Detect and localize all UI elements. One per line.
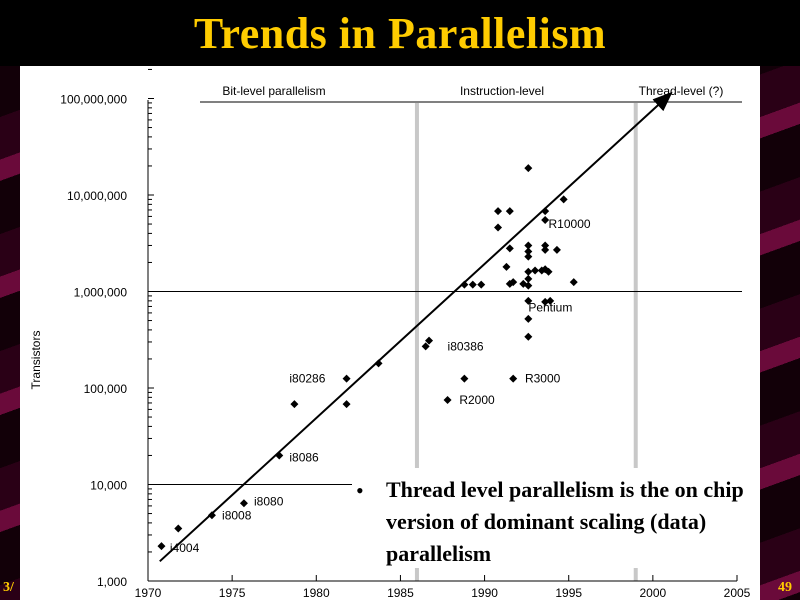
data-point: [443, 396, 452, 405]
data-point: [541, 241, 550, 250]
callout-bullet: •: [356, 478, 364, 503]
x-tick-label: 1980: [303, 586, 330, 600]
point-annotation: i8008: [222, 508, 252, 522]
point-annotation: Pentium: [528, 301, 572, 315]
page-number: 49: [778, 580, 792, 595]
data-point: [374, 359, 383, 368]
y-tick-label: 100,000: [84, 382, 128, 396]
y-tick-label: 1,000,000: [74, 286, 128, 300]
x-tick-label: 1990: [471, 586, 498, 600]
data-point: [509, 278, 518, 287]
data-point: [468, 280, 477, 289]
x-tick-label: 1995: [555, 586, 582, 600]
data-point: [524, 314, 533, 323]
data-point: [546, 296, 555, 305]
data-point: [460, 374, 469, 383]
data-point: [494, 223, 503, 232]
data-point: [421, 342, 430, 351]
point-annotation: i80386: [448, 339, 484, 353]
point-annotation: R2000: [459, 393, 495, 407]
point-annotation: i80286: [289, 372, 325, 386]
data-point: [541, 216, 550, 225]
x-tick-label: 1970: [135, 586, 162, 600]
data-point: [502, 262, 511, 271]
data-point: [544, 267, 553, 276]
data-point: [569, 278, 578, 287]
data-point: [524, 252, 533, 261]
title-bar: Trends in Parallelism: [0, 0, 800, 66]
y-axis-label: Transistors: [29, 331, 43, 390]
callout-text: Thread level parallelism is the on chip …: [386, 477, 744, 566]
era-label-2: Instruction-level: [460, 84, 544, 98]
data-point: [342, 400, 351, 409]
point-annotation: i4004: [170, 541, 200, 555]
thread-level-callout: • Thread level parallelism is the on chi…: [352, 468, 758, 568]
data-point: [505, 244, 514, 253]
data-point: [552, 245, 561, 254]
data-point: [239, 499, 248, 508]
data-point: [524, 332, 533, 341]
y-tick-label: 1,000: [97, 575, 127, 589]
y-tick-label: 10,000,000: [67, 189, 127, 203]
data-point: [509, 374, 518, 383]
era-label-1: Bit-level parallelism: [222, 84, 325, 98]
era-label-3: Thread-level (?): [639, 84, 724, 98]
point-annotation: i8080: [254, 494, 284, 508]
data-point: [207, 511, 216, 520]
footer-left: 3/: [3, 580, 14, 595]
data-point: [275, 451, 284, 460]
data-point: [460, 280, 469, 289]
data-point: [494, 207, 503, 216]
slide-title: Trends in Parallelism: [193, 8, 607, 58]
data-point: [174, 524, 183, 533]
point-annotation: R10000: [549, 217, 591, 231]
data-point: [524, 241, 533, 250]
data-point: [524, 274, 533, 283]
y-tick-label: 10,000: [90, 479, 127, 493]
data-point: [524, 247, 533, 256]
data-point: [524, 164, 533, 173]
trend-arrow: [159, 91, 673, 563]
data-point: [342, 374, 351, 383]
data-point: [524, 281, 533, 290]
data-point: [524, 267, 533, 276]
data-point: [541, 245, 550, 254]
data-point: [531, 266, 540, 275]
x-tick-label: 1985: [387, 586, 414, 600]
data-point: [290, 400, 299, 409]
x-tick-label: 2000: [640, 586, 667, 600]
point-annotation: R3000: [525, 372, 561, 386]
point-annotation: i8086: [289, 451, 319, 465]
x-tick-label: 2005: [724, 586, 751, 600]
x-tick-label: 1975: [219, 586, 246, 600]
data-point: [425, 336, 434, 345]
data-point: [541, 207, 550, 216]
data-point: [157, 542, 166, 551]
data-point: [477, 280, 486, 289]
y-tick-label: 100,000,000: [60, 93, 127, 107]
data-point: [505, 207, 514, 216]
data-point: [524, 296, 533, 305]
data-point: [559, 195, 568, 204]
